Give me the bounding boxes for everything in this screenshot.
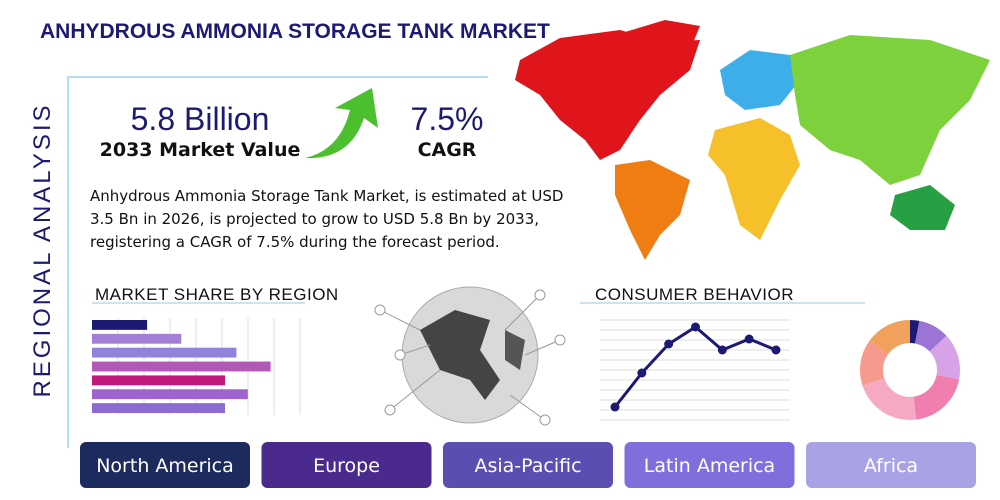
region-tab[interactable] (806, 442, 976, 488)
point (771, 345, 781, 355)
point (744, 334, 754, 344)
point (664, 339, 674, 349)
region-tab[interactable] (443, 442, 613, 488)
description-line: Anhydrous Ammonia Storage Tank Market, i… (90, 187, 563, 205)
description-line: 3.5 Bn in 2026, is projected to grow to … (90, 210, 539, 228)
donut-segment (862, 378, 917, 420)
donut-segment (910, 320, 920, 344)
region-tab[interactable] (624, 442, 795, 488)
stat-value: 7.5% (411, 101, 484, 137)
point (717, 345, 727, 355)
point (637, 368, 647, 378)
donut-segment (915, 320, 947, 352)
donut-segment (860, 340, 889, 386)
bar (92, 333, 182, 344)
donut-segment (929, 335, 961, 380)
stat-label: CAGR (418, 139, 477, 161)
donut-segment (913, 375, 960, 420)
bar (92, 361, 271, 372)
point (610, 402, 620, 412)
chart-title: MARKET SHARE BY REGION (95, 285, 339, 304)
frame (67, 76, 488, 448)
side-label: REGIONAL ANALYSIS (29, 102, 56, 397)
region-tab[interactable] (80, 442, 250, 488)
page-title: ANHYDROUS AMMONIA STORAGE TANK MARKET (40, 20, 550, 43)
globe-illustration (374, 286, 566, 426)
bar (92, 403, 225, 413)
bar (92, 375, 225, 386)
growth-arrow (305, 88, 378, 159)
point (691, 322, 700, 332)
stat-label: 2033 Market Value (100, 139, 301, 161)
world-map (515, 20, 990, 260)
description-line: registering a CAGR of 7.5% during the fo… (90, 233, 500, 251)
bar (92, 347, 237, 358)
chart-title: CONSUMER BEHAVIOR (595, 285, 794, 304)
bar (92, 320, 148, 330)
bar (92, 389, 248, 400)
donut-segment (869, 320, 910, 355)
stat-value: 5.8 Billion (131, 101, 270, 137)
region-tab[interactable] (261, 442, 432, 488)
